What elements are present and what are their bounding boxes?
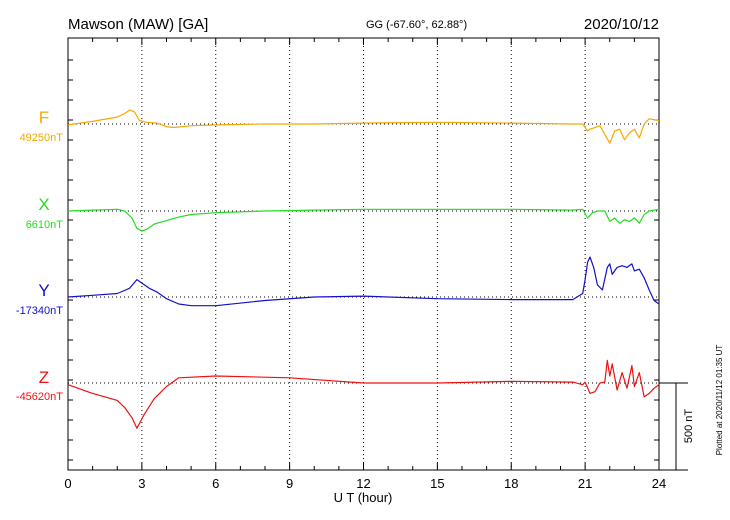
- x-tick-label: 3: [138, 476, 145, 491]
- scale-bar-label: 500 nT: [683, 409, 695, 444]
- x-tick-label: 6: [212, 476, 219, 491]
- x-tick-label: 24: [652, 476, 666, 491]
- series-label-f: F: [39, 108, 49, 127]
- x-tick-label: 21: [578, 476, 592, 491]
- x-axis-title: U T (hour): [334, 490, 393, 505]
- series-label-z: Z: [39, 368, 49, 387]
- x-tick-label: 9: [286, 476, 293, 491]
- traces: [67, 109, 660, 429]
- trace-z: [67, 359, 660, 429]
- vertical-grid: [141, 38, 586, 470]
- baseline-value-z: -45620nT: [16, 391, 63, 403]
- series-label-y: Y: [38, 281, 49, 300]
- trace-x: [67, 208, 660, 232]
- series-label-x: X: [38, 195, 49, 214]
- baseline-value-x: 6610nT: [26, 219, 64, 231]
- plotted-at-note: Plotted at 2020/11/12 01:35 UT: [715, 345, 724, 456]
- x-tick-label: 0: [64, 476, 71, 491]
- baseline-value-y: -17340nT: [16, 305, 63, 317]
- coordinates-label: GG (-67.60°, 62.88°): [366, 19, 467, 31]
- trace-y: [67, 256, 660, 307]
- station-title: Mawson (MAW) [GA]: [68, 16, 208, 33]
- x-tick-label: 15: [430, 476, 444, 491]
- baseline-value-f: 49250nT: [20, 132, 64, 144]
- scale-bar: 500 nT: [659, 382, 695, 471]
- x-tick-label: 18: [504, 476, 518, 491]
- x-tick-label: 12: [356, 476, 370, 491]
- series-labels: F 49250nT X 6610nT Y -17340nT Z -45620nT: [16, 108, 63, 403]
- date-label: 2020/10/12: [584, 16, 659, 33]
- x-tick-labels: 0 3 6 9 12 15 18 21 24: [64, 476, 666, 491]
- trace-f: [67, 109, 660, 144]
- axis-ticks: [67, 38, 660, 470]
